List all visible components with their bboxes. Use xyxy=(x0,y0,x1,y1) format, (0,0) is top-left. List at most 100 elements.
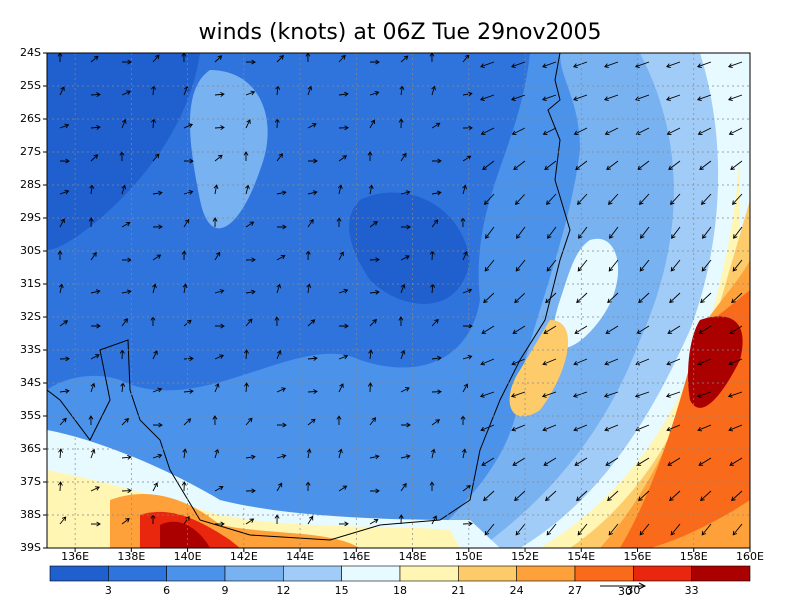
wind-arrow xyxy=(513,160,526,171)
wind-arrow xyxy=(400,422,411,428)
wind-arrow xyxy=(90,354,100,360)
wind-arrow xyxy=(276,153,283,162)
wind-arrow xyxy=(608,259,619,272)
lon-tick-label: 160E xyxy=(736,550,764,563)
wind-arrow xyxy=(544,160,557,171)
wind-arrow xyxy=(578,226,588,239)
wind-arrow xyxy=(431,219,439,228)
wind-arrow xyxy=(369,59,380,65)
wind-arrow xyxy=(604,127,619,136)
wind-arrow xyxy=(369,518,379,525)
wind-arrow xyxy=(307,190,318,196)
wind-arrow xyxy=(575,160,588,171)
wind-arrow xyxy=(369,90,380,96)
wind-arrow xyxy=(698,457,712,466)
wind-arrow xyxy=(462,125,473,131)
wind-arrow xyxy=(152,283,157,294)
wind-arrow xyxy=(669,193,681,205)
wind-arrow xyxy=(338,323,349,329)
lat-tick-label: 31S xyxy=(20,277,41,290)
wind-arrow xyxy=(59,218,65,228)
wind-arrow xyxy=(152,422,163,428)
wind-arrow xyxy=(515,523,526,536)
wind-arrow xyxy=(121,454,132,460)
field-region xyxy=(190,70,268,229)
wind-arrow xyxy=(542,358,557,366)
wind-arrow xyxy=(369,318,377,327)
wind-arrow xyxy=(214,125,225,131)
wind-arrow xyxy=(543,457,557,466)
lon-tick-label: 152E xyxy=(511,550,539,563)
wind-arrow xyxy=(152,224,163,230)
wind-arrow xyxy=(214,354,225,360)
wind-arrow xyxy=(512,457,526,466)
wind-arrow xyxy=(609,226,619,239)
wind-arrow xyxy=(368,184,374,195)
wind-arrow xyxy=(729,457,743,466)
wind-arrow xyxy=(369,454,380,460)
wind-arrow xyxy=(576,490,588,502)
wind-arrow xyxy=(121,257,132,263)
wind-arrow xyxy=(245,59,256,65)
wind-arrow xyxy=(367,151,373,162)
wind-arrow xyxy=(640,226,650,239)
wind-arrow xyxy=(480,358,495,366)
wind-arrow xyxy=(573,61,588,68)
colorbar-label: 6 xyxy=(163,584,170,597)
wind-arrow xyxy=(152,387,163,393)
wind-arrow xyxy=(121,222,131,228)
wind-arrow xyxy=(369,221,378,228)
wind-arrow xyxy=(400,349,406,360)
wind-arrow xyxy=(542,94,557,101)
wind-arrow xyxy=(398,118,404,129)
wind-arrow xyxy=(90,124,101,130)
wind-arrow xyxy=(338,288,349,294)
wind-arrow xyxy=(307,123,317,129)
lat-tick-label: 37S xyxy=(20,475,41,488)
wind-arrow xyxy=(306,448,312,459)
wind-arrow xyxy=(665,391,681,398)
colorbar-label: 21 xyxy=(451,584,465,597)
wind-arrow xyxy=(700,193,712,205)
wind-arrow xyxy=(276,422,287,428)
wind-arrow xyxy=(700,292,712,304)
wind-arrow xyxy=(58,448,64,459)
wind-arrow xyxy=(701,523,712,536)
wind-arrow xyxy=(338,448,343,459)
wind-arrow xyxy=(337,184,343,195)
wind-arrow xyxy=(152,190,163,196)
wind-arrow xyxy=(604,358,619,366)
wind-arrow xyxy=(462,354,473,360)
wind-arrow xyxy=(183,418,192,426)
wind-arrow xyxy=(461,448,467,459)
wind-arrow xyxy=(400,190,411,195)
wind-arrow xyxy=(121,318,128,327)
wind-arrow xyxy=(121,418,129,426)
wind-arrow xyxy=(603,391,619,398)
lon-tick-label: 138E xyxy=(117,550,145,563)
wind-arrow xyxy=(431,355,442,361)
wind-arrow xyxy=(572,391,588,398)
wind-arrow xyxy=(121,59,132,65)
wind-arrow xyxy=(245,119,251,129)
colorbar-box xyxy=(49,565,109,582)
wind-arrow xyxy=(57,250,63,261)
wind-arrow xyxy=(214,521,225,527)
wind-arrow xyxy=(542,127,557,136)
wind-arrow xyxy=(635,127,650,136)
wind-arrow xyxy=(245,289,256,295)
wind-arrow xyxy=(183,123,194,129)
wind-arrow xyxy=(638,193,650,205)
wind-arrow xyxy=(639,259,650,272)
colorbar-label: 27 xyxy=(568,584,582,597)
wind-arrow xyxy=(183,515,190,525)
lat-tick-label: 38S xyxy=(20,508,41,521)
wind-arrow xyxy=(276,55,284,63)
lat-tick-label: 26S xyxy=(20,112,41,125)
wind-arrow xyxy=(276,387,287,393)
wind-arrow xyxy=(244,382,249,393)
wind-arrow xyxy=(516,226,526,239)
lon-tick-label: 136E xyxy=(61,550,89,563)
colorbar-box xyxy=(516,565,576,582)
